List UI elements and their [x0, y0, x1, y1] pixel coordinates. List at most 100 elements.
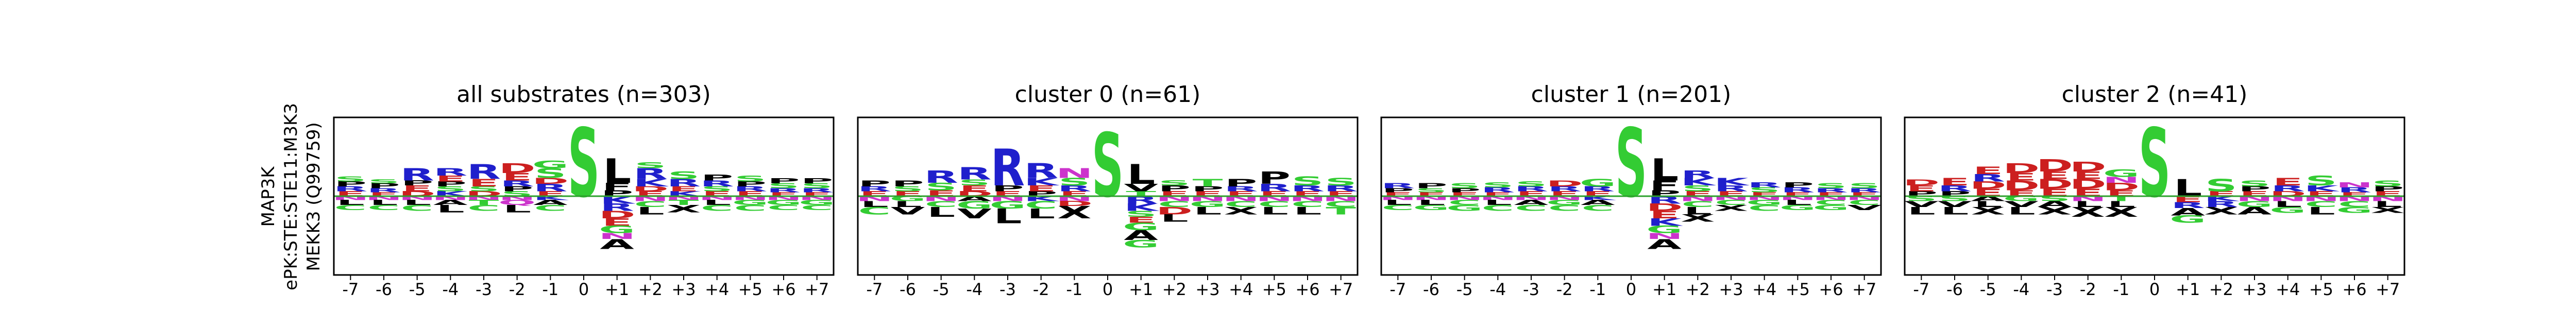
logo-letter: E — [602, 216, 632, 228]
logo-letter: C — [801, 204, 833, 212]
logo-letter: E — [1940, 176, 1970, 188]
logo-letter: E — [402, 184, 432, 194]
x-tick-label: +1 — [1129, 280, 1153, 299]
logo-letter: S — [1815, 182, 1847, 190]
x-tick-label: -6 — [900, 280, 916, 299]
logo-letter: X — [1057, 203, 1091, 222]
logo-letter: P — [801, 177, 833, 185]
logo-letter: G — [799, 199, 835, 206]
logo-letter: P — [1225, 177, 1257, 189]
logo-letter: G — [766, 199, 802, 206]
logo-letter: C — [367, 204, 400, 212]
panel-title: all substrates (n=303) — [456, 81, 711, 108]
logo-letter: N — [2103, 175, 2140, 185]
logo-letter: L — [1417, 199, 1446, 206]
logo-letter: V — [1124, 182, 1159, 194]
ylabel-line-1: MAP3K — [258, 166, 279, 227]
logo-letter: C — [2305, 199, 2337, 209]
x-tick-label: -5 — [1980, 280, 1996, 299]
x-tick-label: +4 — [2276, 280, 2300, 299]
logo-letter: S — [1615, 109, 1647, 219]
logo-letter: S — [768, 182, 800, 190]
logo-letter: R — [600, 201, 634, 213]
logo-letter: G — [532, 159, 569, 170]
logo-letter: P — [1158, 184, 1191, 194]
logo-letter: P — [858, 179, 891, 188]
logo-letter: R — [1714, 184, 1748, 194]
logo-letter: G — [1813, 204, 1850, 212]
logo-letter: C — [1225, 199, 1257, 209]
logo-letter: S — [1292, 174, 1324, 188]
logo-letter: R — [367, 187, 401, 194]
logo-letter: G — [1580, 177, 1616, 189]
logo-letter: P — [1415, 182, 1447, 190]
logo-letter: R — [800, 187, 834, 194]
logo-letter: G — [2269, 205, 2306, 215]
logo-letter: R — [924, 167, 958, 187]
logo-letter: S — [1449, 182, 1481, 190]
x-tick-label: +3 — [671, 280, 696, 299]
x-tick-label: -1 — [1589, 280, 1606, 299]
logo-letter: S — [1849, 182, 1880, 190]
logo-letter: C — [767, 204, 800, 212]
logo-letter: C — [1682, 199, 1714, 209]
logo-letter: E — [669, 185, 699, 193]
logo-letter: C — [1515, 203, 1547, 213]
logo-letter: E — [1906, 184, 1937, 194]
x-tick-label: -2 — [509, 280, 526, 299]
logo-letter: S — [1092, 115, 1124, 217]
logo-letter: L — [1260, 205, 1289, 217]
logo-letter: C — [701, 203, 733, 213]
logo-letter: S — [2139, 109, 2171, 219]
logo-letter: S — [2305, 173, 2337, 188]
logo-letter: L — [1027, 206, 1055, 221]
logo-letter: T — [669, 199, 699, 206]
logo-letter: G — [1413, 204, 1450, 212]
x-tick-label: +6 — [2342, 280, 2366, 299]
x-tick-label: -3 — [1523, 280, 1539, 299]
panel-title: cluster 2 (n=41) — [2062, 81, 2248, 108]
logo-letter: P — [2238, 185, 2270, 193]
logo-letter: X — [2104, 204, 2138, 220]
logo-letter: K — [1681, 176, 1717, 188]
logo-letter: S — [334, 175, 366, 183]
logo-letter: P — [734, 180, 767, 188]
x-tick-label: -4 — [2013, 280, 2029, 299]
x-tick-label: -7 — [1389, 280, 1406, 299]
logo-letter: S — [634, 161, 666, 170]
logo-letter: L — [2374, 199, 2402, 209]
logo-letter: D — [2070, 177, 2107, 192]
logo-letter: N — [1646, 231, 1683, 241]
logo-letter: L — [2274, 199, 2302, 209]
logo-letter: L — [1684, 205, 1712, 217]
x-tick-label: +4 — [705, 280, 729, 299]
logo-letter: G — [990, 199, 1026, 211]
logo-letter: R — [1381, 182, 1415, 190]
logo-letter: S — [1325, 176, 1357, 188]
logo-letter: E — [1026, 184, 1056, 194]
logo-letter: L — [2174, 175, 2202, 202]
logo-letter: V — [1847, 204, 1882, 212]
logo-letter: D — [1903, 178, 1940, 187]
logo-letter: N — [599, 231, 636, 241]
logo-letter: R — [1324, 184, 1358, 194]
logo-letter: S — [434, 185, 466, 193]
logo-letter: C — [1448, 199, 1481, 206]
logo-letter: S — [468, 185, 500, 193]
logo-letter: P — [2371, 185, 2404, 193]
logo-letter: L — [1784, 199, 1812, 206]
logo-letter: R — [1681, 168, 1715, 180]
logo-letter: S — [925, 181, 957, 193]
logo-letter: A — [2171, 206, 2206, 218]
x-tick-label: -1 — [1066, 280, 1082, 299]
logo-letter: L — [503, 203, 531, 215]
logo-letter: R — [700, 179, 734, 188]
logo-letter: D — [599, 209, 636, 221]
logo-letter: C — [1258, 199, 1291, 209]
logo-letter: X — [2071, 204, 2105, 220]
x-tick-label: -5 — [1456, 280, 1473, 299]
logo-letter: L — [2107, 199, 2136, 209]
x-tick-label: +3 — [1195, 280, 1219, 299]
logo-letter: F — [602, 181, 632, 193]
